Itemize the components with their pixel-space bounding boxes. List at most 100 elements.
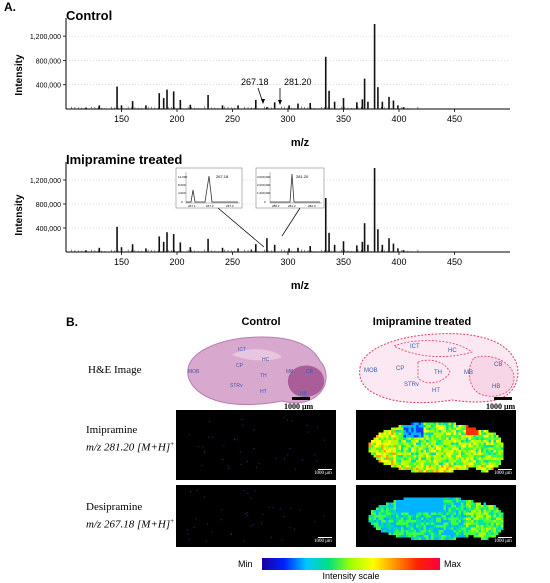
pixel [461,462,464,465]
pixel [403,440,406,443]
pixel [433,465,436,468]
pixel [403,517,406,520]
pixel [461,535,464,538]
pixel [461,530,464,533]
pixel [493,437,496,440]
desipramine-name: Desipramine [86,501,143,513]
pixel [408,515,411,518]
pixel [436,507,439,510]
pixel [438,435,441,438]
pixel [378,507,381,510]
pixel [491,512,494,515]
pixel [491,520,494,523]
pixel [453,522,456,525]
pixel [481,510,484,513]
pixel [481,450,484,453]
pixel [428,525,431,528]
pixel [383,432,386,435]
pixel [446,447,449,450]
pixel [456,452,459,455]
pixel [438,525,441,528]
pixel [416,465,419,468]
pixel [471,507,474,510]
pixel [498,462,501,465]
pixel [456,532,459,535]
pixel [421,457,424,460]
pixel [391,530,394,533]
pixel [468,500,471,503]
pixel [428,537,431,540]
pixel [453,440,456,443]
desipramine-image-treated [356,485,516,547]
pixel [441,445,444,448]
pixel [446,527,449,530]
pixel [436,505,439,508]
pixel [486,512,489,515]
pixel [481,515,484,518]
pixel [496,450,499,453]
pixel [272,507,274,509]
pixel [416,440,419,443]
pixel [376,447,379,450]
pixel [223,445,225,447]
pixel [403,427,406,430]
pixel [411,510,414,513]
pixel [438,522,441,525]
pixel [381,527,384,530]
pixel [451,437,454,440]
pixel [441,507,444,510]
pixel [461,465,464,468]
pixel [426,447,429,450]
pixel [456,515,459,518]
pixel [501,445,504,448]
pixel [491,510,494,513]
pixel [443,442,446,445]
pixel [478,522,481,525]
pixel [473,450,476,453]
y-tick-label: 400,000 [36,83,61,90]
pixel [453,460,456,463]
pixel [381,455,384,458]
pixel [406,517,409,520]
pixel [448,530,451,533]
pixel [408,497,411,500]
pixel [426,470,429,473]
pixel [383,520,386,523]
pixel [408,442,411,445]
pixel [453,422,456,425]
pixel [451,467,454,470]
pixel [441,537,444,540]
pixel [443,422,446,425]
pixel [431,425,434,428]
pixel [230,532,232,534]
pixel [388,502,391,505]
pixel [483,455,486,458]
pixel [283,416,285,418]
pixel [406,427,409,430]
pixel [386,455,389,458]
pixel [471,517,474,520]
pixel [401,437,404,440]
inset-267-pointer [217,207,265,248]
pixel [463,507,466,510]
pixel [478,460,481,463]
pixel [426,537,429,540]
pixel [433,500,436,503]
pixel [371,510,374,513]
pixel [483,470,486,473]
pixel [421,497,424,500]
pixel [501,515,504,518]
pixel [411,452,414,455]
pixel [486,462,489,465]
pixel [398,457,401,460]
pixel [463,510,466,513]
pixel [443,455,446,458]
pixel [428,435,431,438]
pixel [408,445,411,448]
pixel [388,505,391,508]
scalebar-imi-treated-label: 1000 μm [494,471,512,476]
pixel [476,530,479,533]
pixel [463,450,466,453]
pixel [376,512,379,515]
pixel [401,507,404,510]
